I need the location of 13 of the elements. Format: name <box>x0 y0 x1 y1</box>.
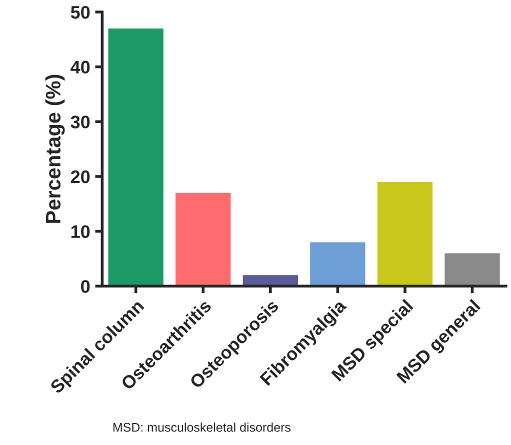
bar <box>108 28 164 286</box>
y-axis-title: Percentage (%) <box>45 74 65 223</box>
y-tick-label: 20 <box>70 170 90 184</box>
text: MSD: musculoskeletal disorders <box>113 422 291 432</box>
bar <box>377 182 433 286</box>
y-tick-label: 40 <box>70 60 90 74</box>
bar <box>310 242 366 286</box>
y-tick-label: 30 <box>70 116 90 128</box>
bar <box>176 192 231 286</box>
bar <box>444 253 500 286</box>
y-tick-label: 50 <box>70 6 90 19</box>
y-tick-label: 10 <box>71 225 90 238</box>
y-tick-label: 0 <box>81 280 90 293</box>
